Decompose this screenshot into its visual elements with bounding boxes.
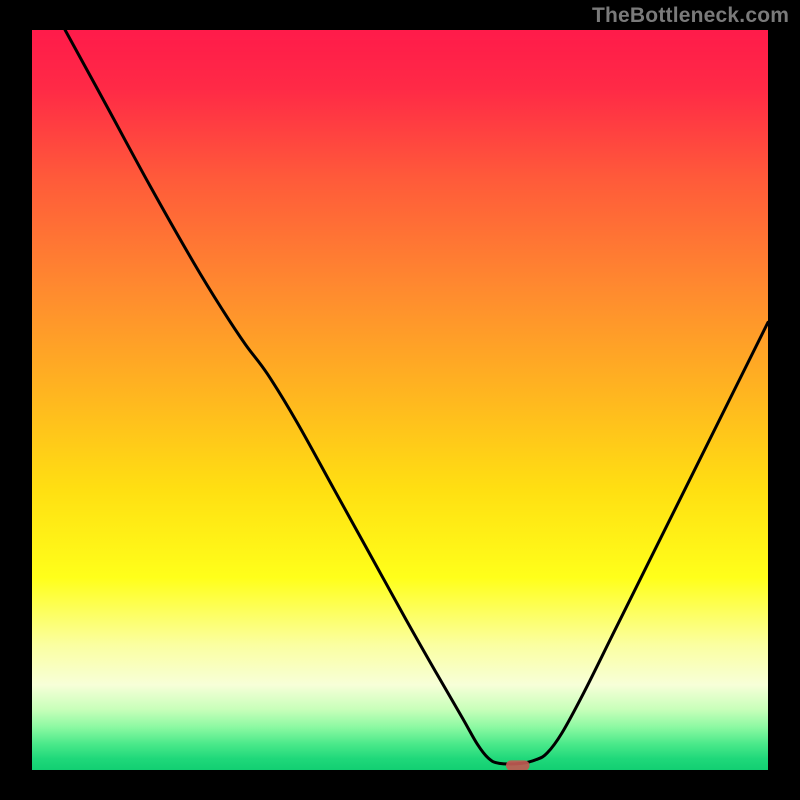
- watermark-text: TheBottleneck.com: [592, 4, 789, 28]
- optimum-marker: [506, 760, 530, 770]
- gradient-background: [32, 30, 768, 770]
- bottleneck-chart: [0, 0, 800, 800]
